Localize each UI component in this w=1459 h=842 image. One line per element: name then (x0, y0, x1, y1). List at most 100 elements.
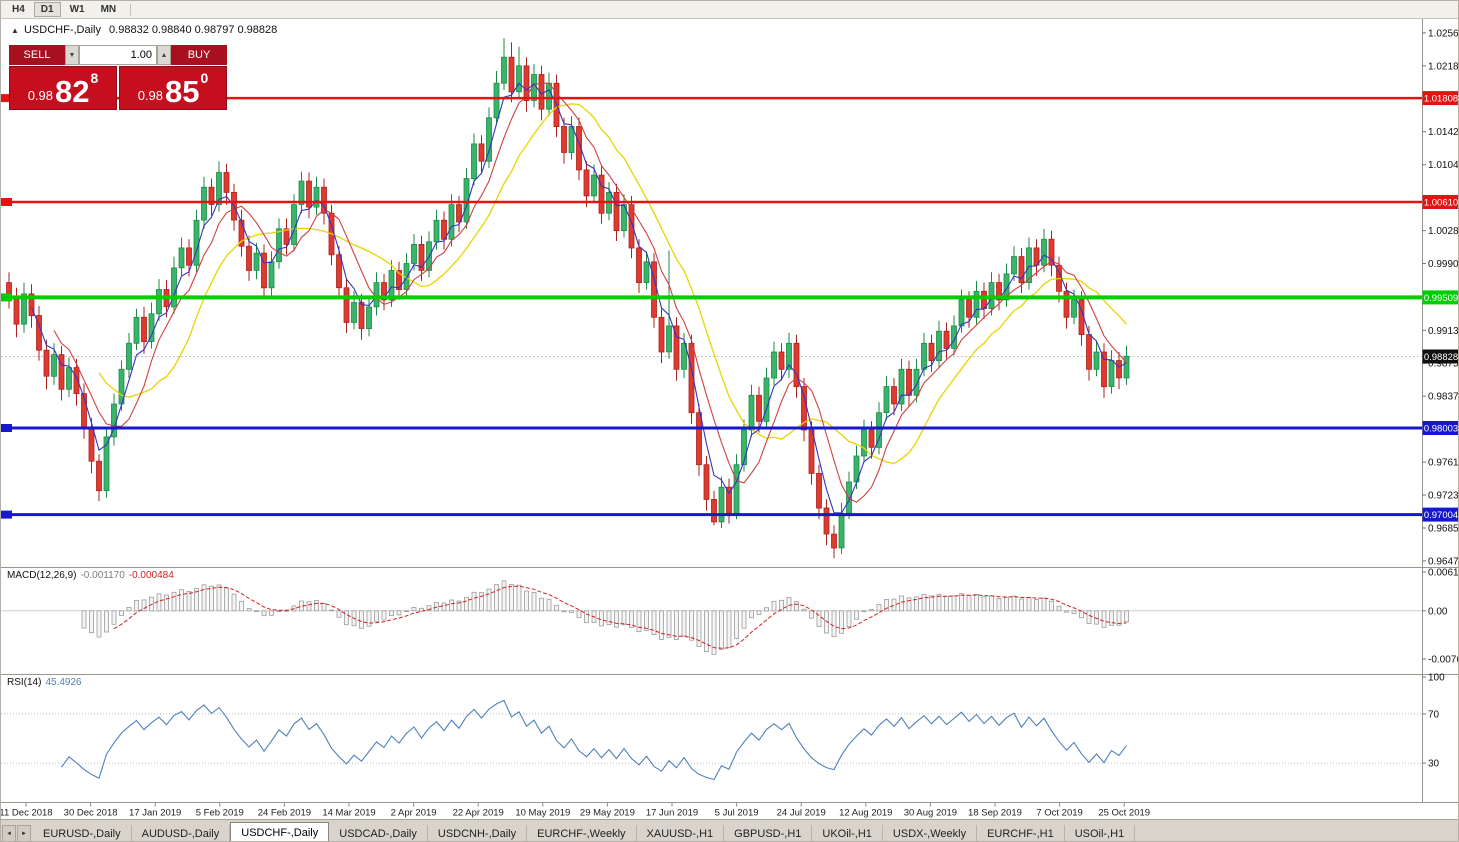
buy-price-display[interactable]: 0.98 85 0 (119, 66, 227, 110)
buy-button[interactable]: BUY (171, 45, 227, 65)
date-axis-label: 17 Jan 2019 (129, 808, 181, 819)
price-axis-badge (1422, 91, 1458, 106)
chart-tab-audusd-daily[interactable]: AUDUSD-,Daily (132, 825, 231, 841)
sell-price-pip-digit: 8 (90, 70, 99, 86)
sell-button[interactable]: SELL (9, 45, 65, 65)
svg-text:0.98828: 0.98828 (1424, 352, 1458, 363)
chart-collapse-icon: ▲ (11, 26, 19, 35)
date-axis-label: 5 Jul 2019 (715, 808, 759, 819)
chart-tab-usdcad-daily[interactable]: USDCAD-,Daily (329, 825, 428, 841)
rsi-name: RSI(14) (7, 677, 42, 688)
tab-scroll-left-button[interactable]: ◄ (2, 825, 16, 841)
buy-price-prefix: 0.98 (137, 88, 164, 103)
chart-tab-eurchf-weekly[interactable]: EURCHF-,Weekly (527, 825, 637, 841)
toolbar-separator (130, 3, 132, 16)
rsi-current-value: 45.4926 (45, 677, 82, 688)
axis-tick-label: 0.00 (1428, 606, 1448, 617)
svg-text:1.01808: 1.01808 (1424, 94, 1458, 105)
chart-symbol-label: USDCHF-,Daily (23, 24, 101, 36)
level-left-tag (1, 293, 12, 302)
chart-tab-gbpusd-h1[interactable]: GBPUSD-,H1 (724, 825, 813, 841)
axis-tick-label: 70 (1428, 709, 1440, 720)
timeframe-button-w1[interactable]: W1 (69, 4, 85, 15)
chart-tab-usdchf-daily[interactable]: USDCHF-,Daily (230, 822, 330, 841)
chart-tab-eurusd-daily[interactable]: EURUSD-,Daily (33, 825, 132, 841)
volume-decrease-button[interactable]: ▼ (65, 45, 79, 65)
date-axis-label: 10 May 2019 (515, 808, 570, 819)
axis-tick-label: 1.01420 (1428, 127, 1459, 138)
axis-tick-label: 1.02560 (1428, 28, 1459, 39)
macd-signal-line (113, 585, 1127, 649)
price-axis-badge (1422, 349, 1458, 364)
date-axis-label: 11 Dec 2018 (1, 808, 53, 819)
candlesticks (6, 38, 1130, 559)
level-left-tag (1, 424, 12, 432)
date-axis-label: 18 Sep 2019 (968, 808, 1022, 819)
price-axis-badge (1422, 290, 1458, 305)
date-axis-label: 12 Aug 2019 (839, 808, 892, 819)
date-axis-label: 29 May 2019 (580, 808, 635, 819)
chart-tab-xauusd-h1[interactable]: XAUUSD-,H1 (637, 825, 725, 841)
date-axis-label: 22 Apr 2019 (453, 808, 504, 819)
macd-histogram (81, 580, 1129, 655)
tab-scroll-right-button[interactable]: ► (17, 825, 31, 841)
sell-price-big-digits: 82 (55, 73, 90, 109)
level-left-tag (1, 94, 12, 103)
sell-price-display[interactable]: 0.98 82 8 (9, 66, 117, 110)
chart-tab-usdcnh-daily[interactable]: USDCNH-,Daily (428, 825, 528, 841)
chart-tab-usdx-weekly[interactable]: USDX-,Weekly (883, 825, 978, 841)
moving-average-slow (98, 103, 1127, 465)
sell-price-prefix: 0.98 (27, 88, 54, 103)
chart-tab-ukoil-h1[interactable]: UKOil-,H1 (812, 825, 883, 841)
price-axis-badge (1422, 507, 1458, 522)
chart-tab-usoil-h1[interactable]: USOil-,H1 (1065, 825, 1136, 841)
axis-tick-label: 30 (1428, 759, 1440, 770)
buy-price-pip-digit: 0 (200, 70, 209, 86)
buy-price-big-digits: 85 (165, 73, 200, 109)
macd-indicator-label: MACD(12,26,9) -0.001170 -0.000484 (7, 570, 174, 581)
date-axis-label: 17 Jun 2019 (646, 808, 698, 819)
price-axis-badge (1422, 195, 1458, 209)
level-left-tag (1, 510, 12, 519)
chart-ohlc-values: 0.98832 0.98840 0.98797 0.98828 (109, 24, 278, 36)
timeframe-button-mn[interactable]: MN (100, 4, 117, 15)
macd-current-value: -0.001170 (80, 570, 125, 581)
date-axis-label: 2 Apr 2019 (391, 808, 437, 819)
date-axis-label: 30 Aug 2019 (904, 808, 957, 819)
svg-text:1.00610: 1.00610 (1424, 198, 1458, 209)
moving-average-fast (30, 82, 1127, 514)
volume-input[interactable] (79, 45, 157, 65)
svg-text:0.98003: 0.98003 (1424, 424, 1458, 435)
moving-average-medium (53, 82, 1127, 503)
price-axis-badge (1422, 421, 1458, 435)
date-axis-label: 25 Oct 2019 (1098, 808, 1150, 819)
timeframe-button-d1[interactable]: D1 (33, 2, 61, 17)
axis-tick-label: 100 (1428, 673, 1445, 684)
volume-increase-button[interactable]: ▲ (157, 45, 171, 65)
date-axis-label: 30 Dec 2018 (64, 808, 118, 819)
timeframe-buttons: H4 D1 W1 MN (5, 2, 136, 17)
chart-tab-bar: ◄ ► EURUSD-,Daily AUDUSD-,Daily USDCHF-,Da… (1, 819, 1458, 841)
svg-text:0.99509: 0.99509 (1424, 293, 1458, 304)
timeframe-button-h4[interactable]: H4 (12, 4, 25, 15)
axis-tick-label: 0.00613 (1428, 568, 1459, 579)
chart-tab-eurchf-h1[interactable]: EURCHF-,H1 (977, 825, 1065, 841)
date-axis-label: 7 Oct 2019 (1036, 808, 1082, 819)
macd-signal-value: -0.000484 (128, 570, 174, 581)
chart-tabs: EURUSD-,Daily AUDUSD-,Daily USDCHF-,Daily U… (33, 820, 1136, 841)
chart-title: ▲ USDCHF-,Daily 0.98832 0.98840 0.98797 … (11, 24, 282, 36)
axis-tick-label: -0.00761 (1428, 655, 1459, 666)
date-axis-label: 5 Feb 2019 (196, 808, 244, 819)
date-axis-label: 24 Jul 2019 (777, 808, 826, 819)
rsi-indicator-label: RSI(14) 45.4926 (7, 677, 82, 688)
date-axis-label: 14 Mar 2019 (322, 808, 375, 819)
